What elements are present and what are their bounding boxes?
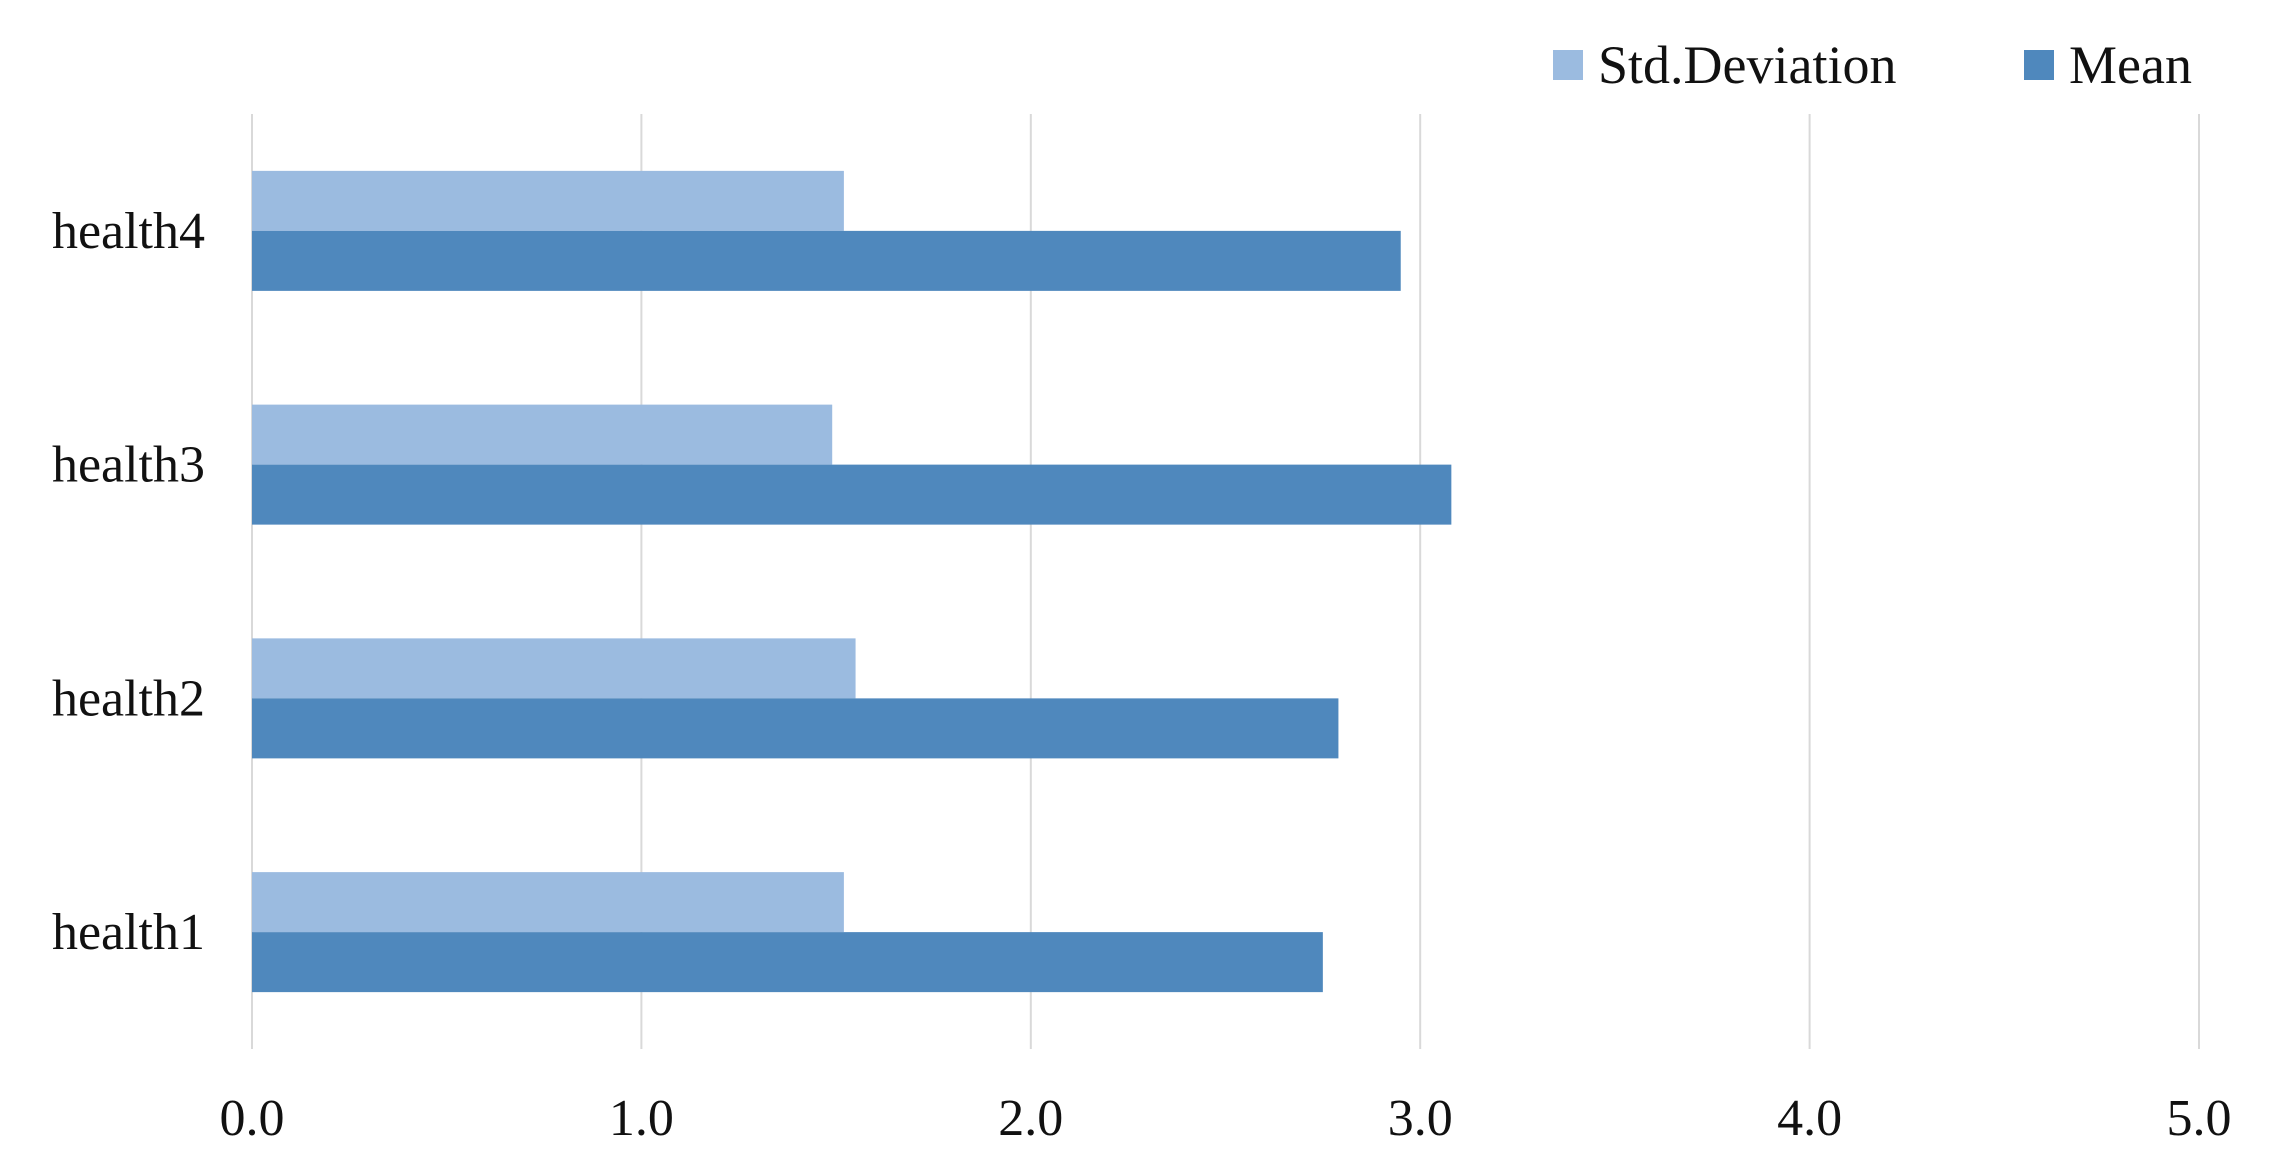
bar-health3-mean [252,464,1452,525]
bar-health1-mean [252,932,1323,993]
legend-swatch-mean [2024,50,2054,80]
legend-label-mean: Mean [2069,35,2192,95]
x-tick-label: 5.0 [2167,1090,2232,1147]
bar-health3-std-deviation [252,404,833,465]
legend-label-std-deviation: Std.Deviation [1598,35,1896,95]
x-tick-labels: 0.0 1.0 2.0 3.0 4.0 5.0 [220,1090,2232,1147]
category-label: health3 [52,437,205,494]
category-label: health1 [52,904,205,961]
bar-health4-mean [252,230,1401,291]
x-tick-label: 4.0 [1777,1090,1842,1147]
x-tick-label: 2.0 [998,1090,1063,1147]
bars [252,170,1452,993]
x-tick-label: 3.0 [1388,1090,1453,1147]
bar-health4-std-deviation [252,170,844,231]
bar-health1-std-deviation [252,872,844,933]
category-label: health4 [52,203,205,260]
bar-health2-std-deviation [252,638,856,699]
x-tick-label: 1.0 [609,1090,674,1147]
x-tick-label: 0.0 [220,1090,285,1147]
legend: Std.Deviation Mean [1553,35,2192,95]
category-labels: health1 health2 health3 health4 [52,203,205,961]
bar-health2-mean [252,698,1339,759]
category-label: health2 [52,670,205,727]
legend-swatch-std-deviation [1553,50,1583,80]
